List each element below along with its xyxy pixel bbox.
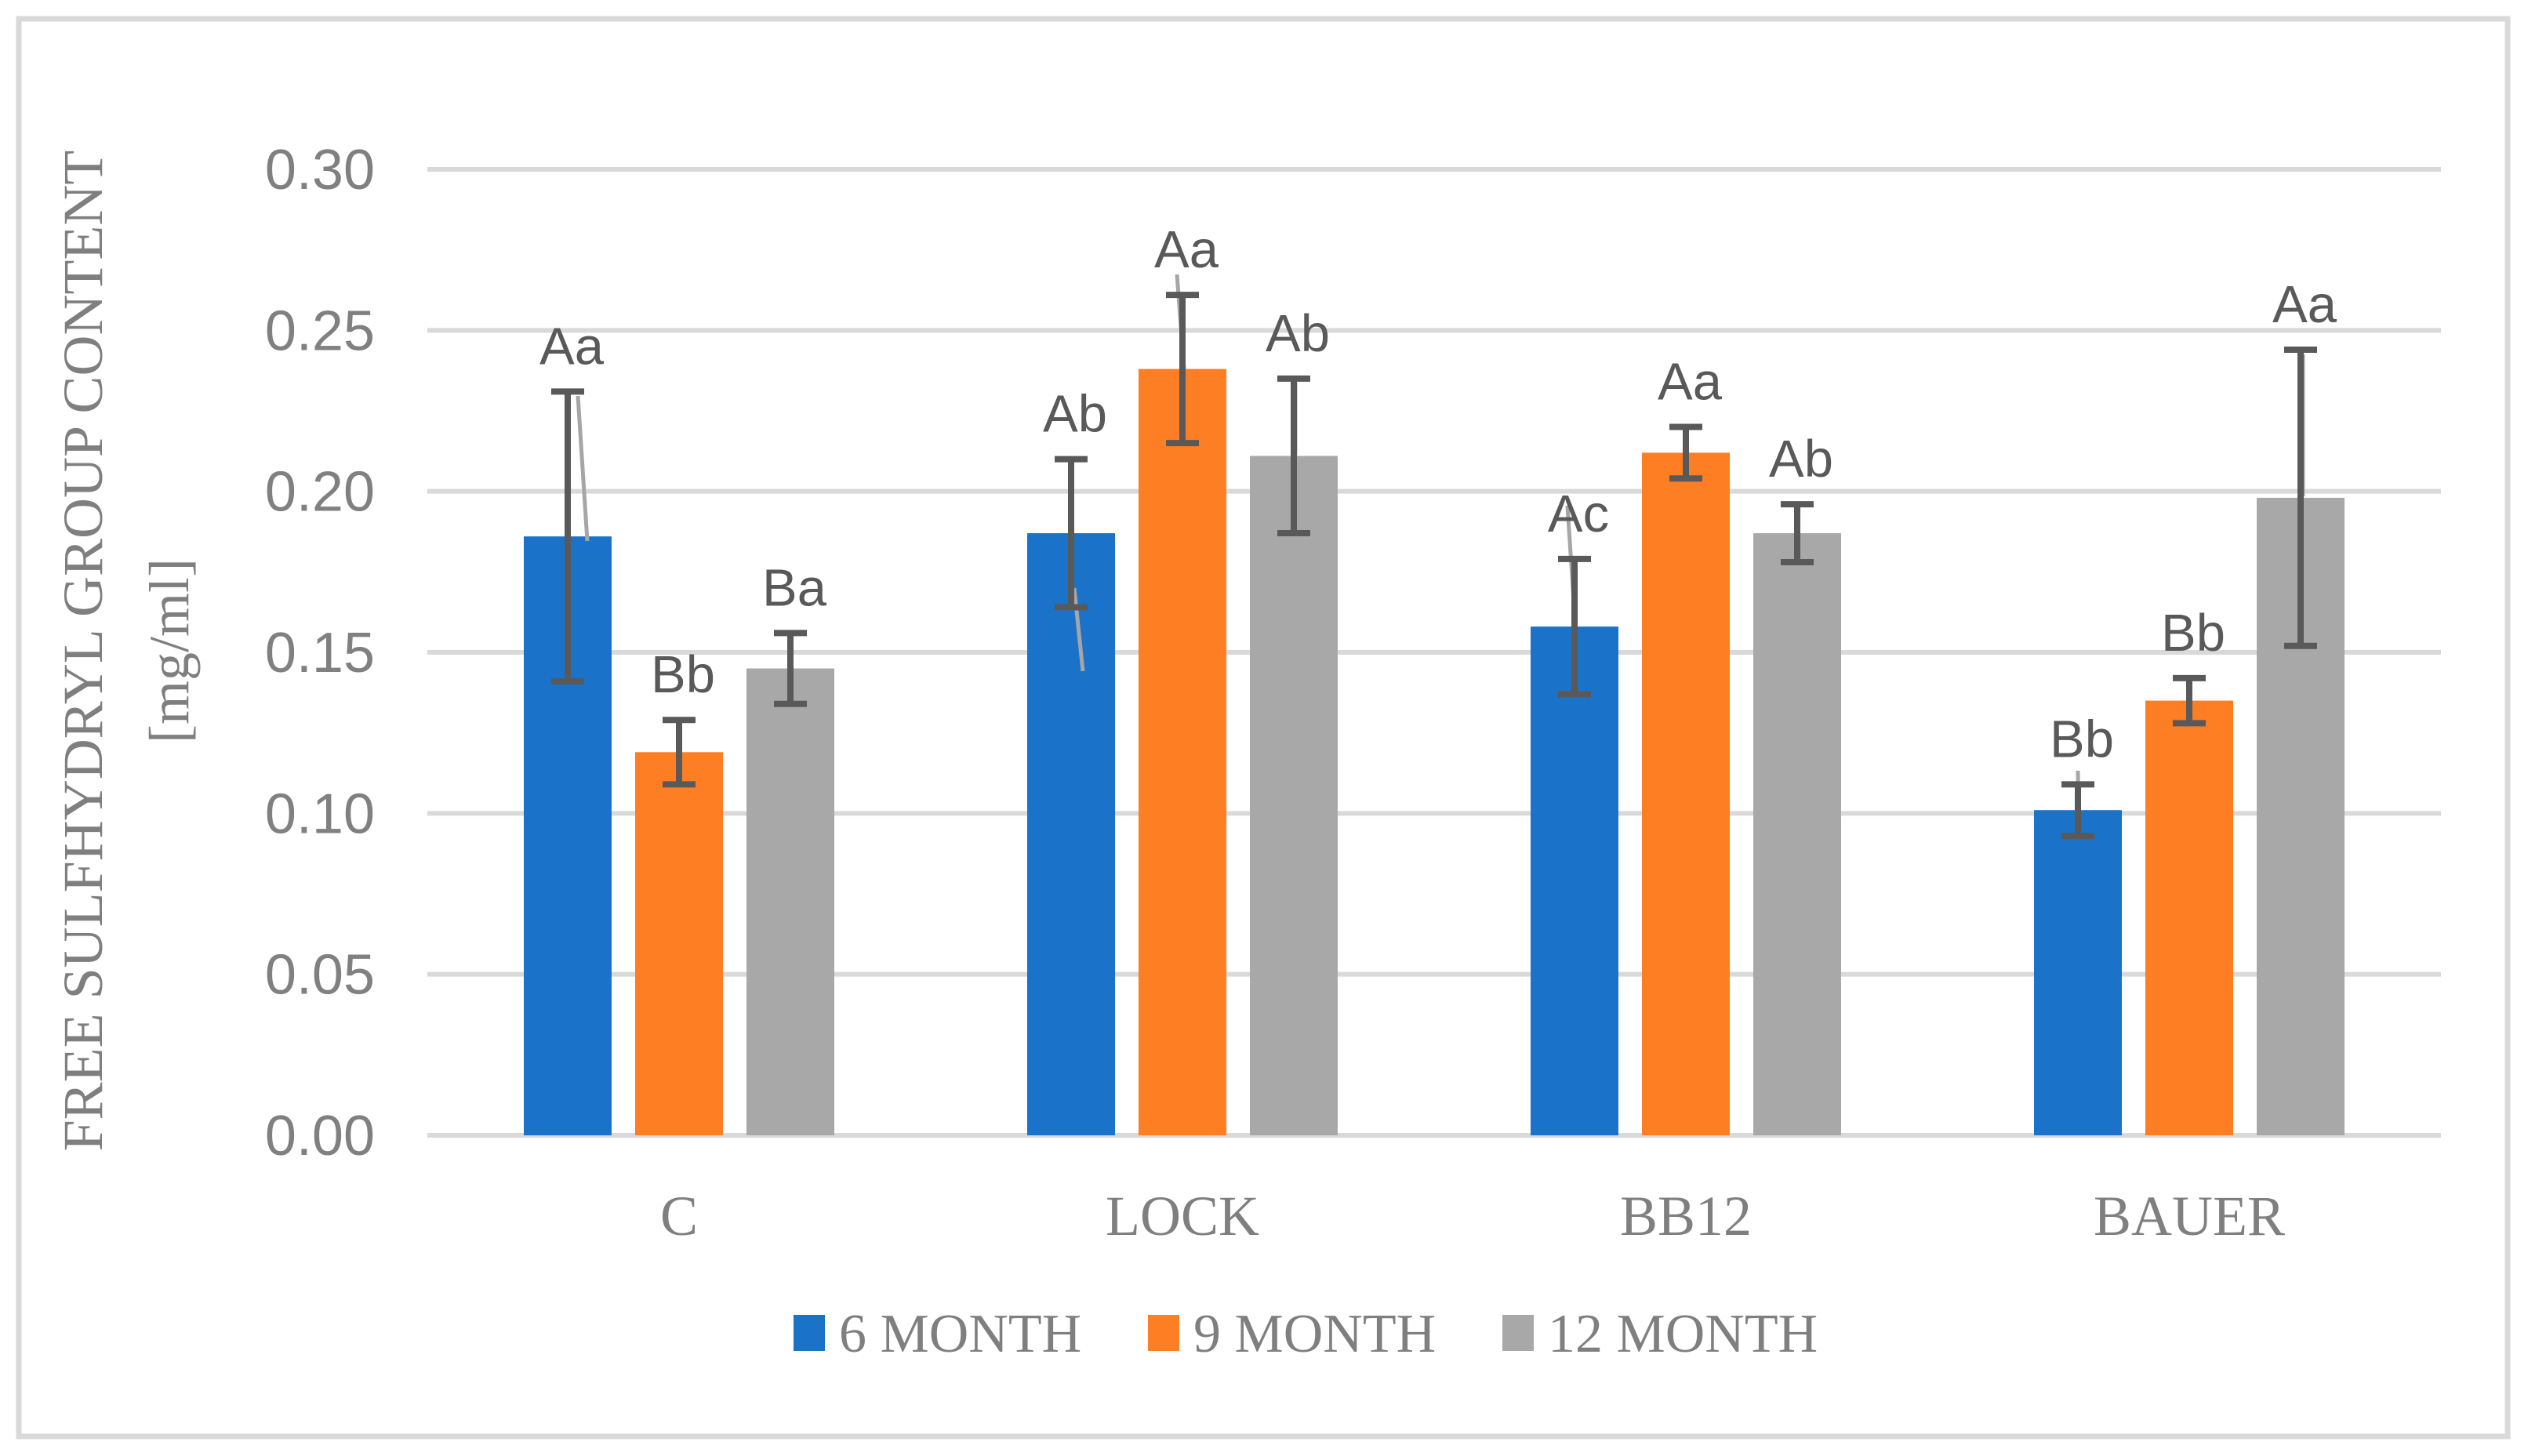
- bar-12-month-c: [746, 668, 834, 1135]
- label-leader-line: [576, 395, 590, 542]
- significance-label: Aa: [539, 317, 605, 376]
- significance-label: Ab: [1043, 385, 1107, 444]
- bar-6-month-lock: [1027, 533, 1115, 1135]
- y-tick-label: 0.05: [265, 944, 375, 1007]
- x-category-label: BB12: [1620, 1185, 1752, 1247]
- y-axis-title-line1: FREE SULFHYDRYL GROUP CONTENT: [52, 151, 114, 1152]
- label-leader-line: [1072, 587, 1085, 672]
- legend-label: 6 MONTH: [839, 1304, 1081, 1364]
- legend-swatch-9-month: [1148, 1315, 1179, 1351]
- y-tick-label: 0.20: [265, 461, 375, 524]
- bar-9-month-c: [635, 752, 723, 1135]
- bar-9-month-bauer: [2145, 700, 2233, 1135]
- bar-12-month-lock: [1250, 456, 1338, 1135]
- significance-label: Ab: [1769, 430, 1833, 488]
- significance-label: Ab: [1266, 304, 1330, 363]
- significance-label: Ac: [1548, 485, 1609, 543]
- x-category-label: LOCK: [1106, 1185, 1259, 1247]
- significance-label: Bb: [651, 645, 715, 704]
- significance-label: Ba: [762, 558, 827, 617]
- legend-label: 9 MONTH: [1193, 1304, 1436, 1364]
- significance-label: Bb: [2161, 604, 2225, 663]
- y-tick-label: 0.25: [265, 300, 375, 362]
- bar-6-month-bb12: [1531, 626, 1618, 1135]
- significance-label: Aa: [1154, 220, 1219, 279]
- legend-swatch-6-month: [794, 1315, 825, 1351]
- figure-border: [16, 16, 2511, 1440]
- significance-label: Aa: [1658, 353, 1723, 412]
- bar-9-month-bb12: [1642, 452, 1730, 1135]
- y-tick-label: 0.10: [265, 782, 375, 845]
- legend-label: 12 MONTH: [1548, 1304, 1818, 1364]
- bar-6-month-bauer: [2034, 810, 2122, 1135]
- x-category-label: BAUER: [2094, 1185, 2285, 1247]
- significance-label: Bb: [2050, 710, 2114, 768]
- bar-12-month-bb12: [1753, 533, 1841, 1135]
- y-axis-title-line2: [mg/ml]: [138, 558, 201, 743]
- y-tick-label: 0.30: [265, 139, 375, 202]
- x-category-label: C: [660, 1185, 698, 1247]
- significance-label: Aa: [2272, 275, 2337, 334]
- bar-9-month-lock: [1139, 369, 1226, 1135]
- y-tick-label: 0.15: [265, 622, 375, 684]
- legend-swatch-12-month: [1502, 1315, 1534, 1351]
- y-tick-label: 0.00: [265, 1105, 375, 1167]
